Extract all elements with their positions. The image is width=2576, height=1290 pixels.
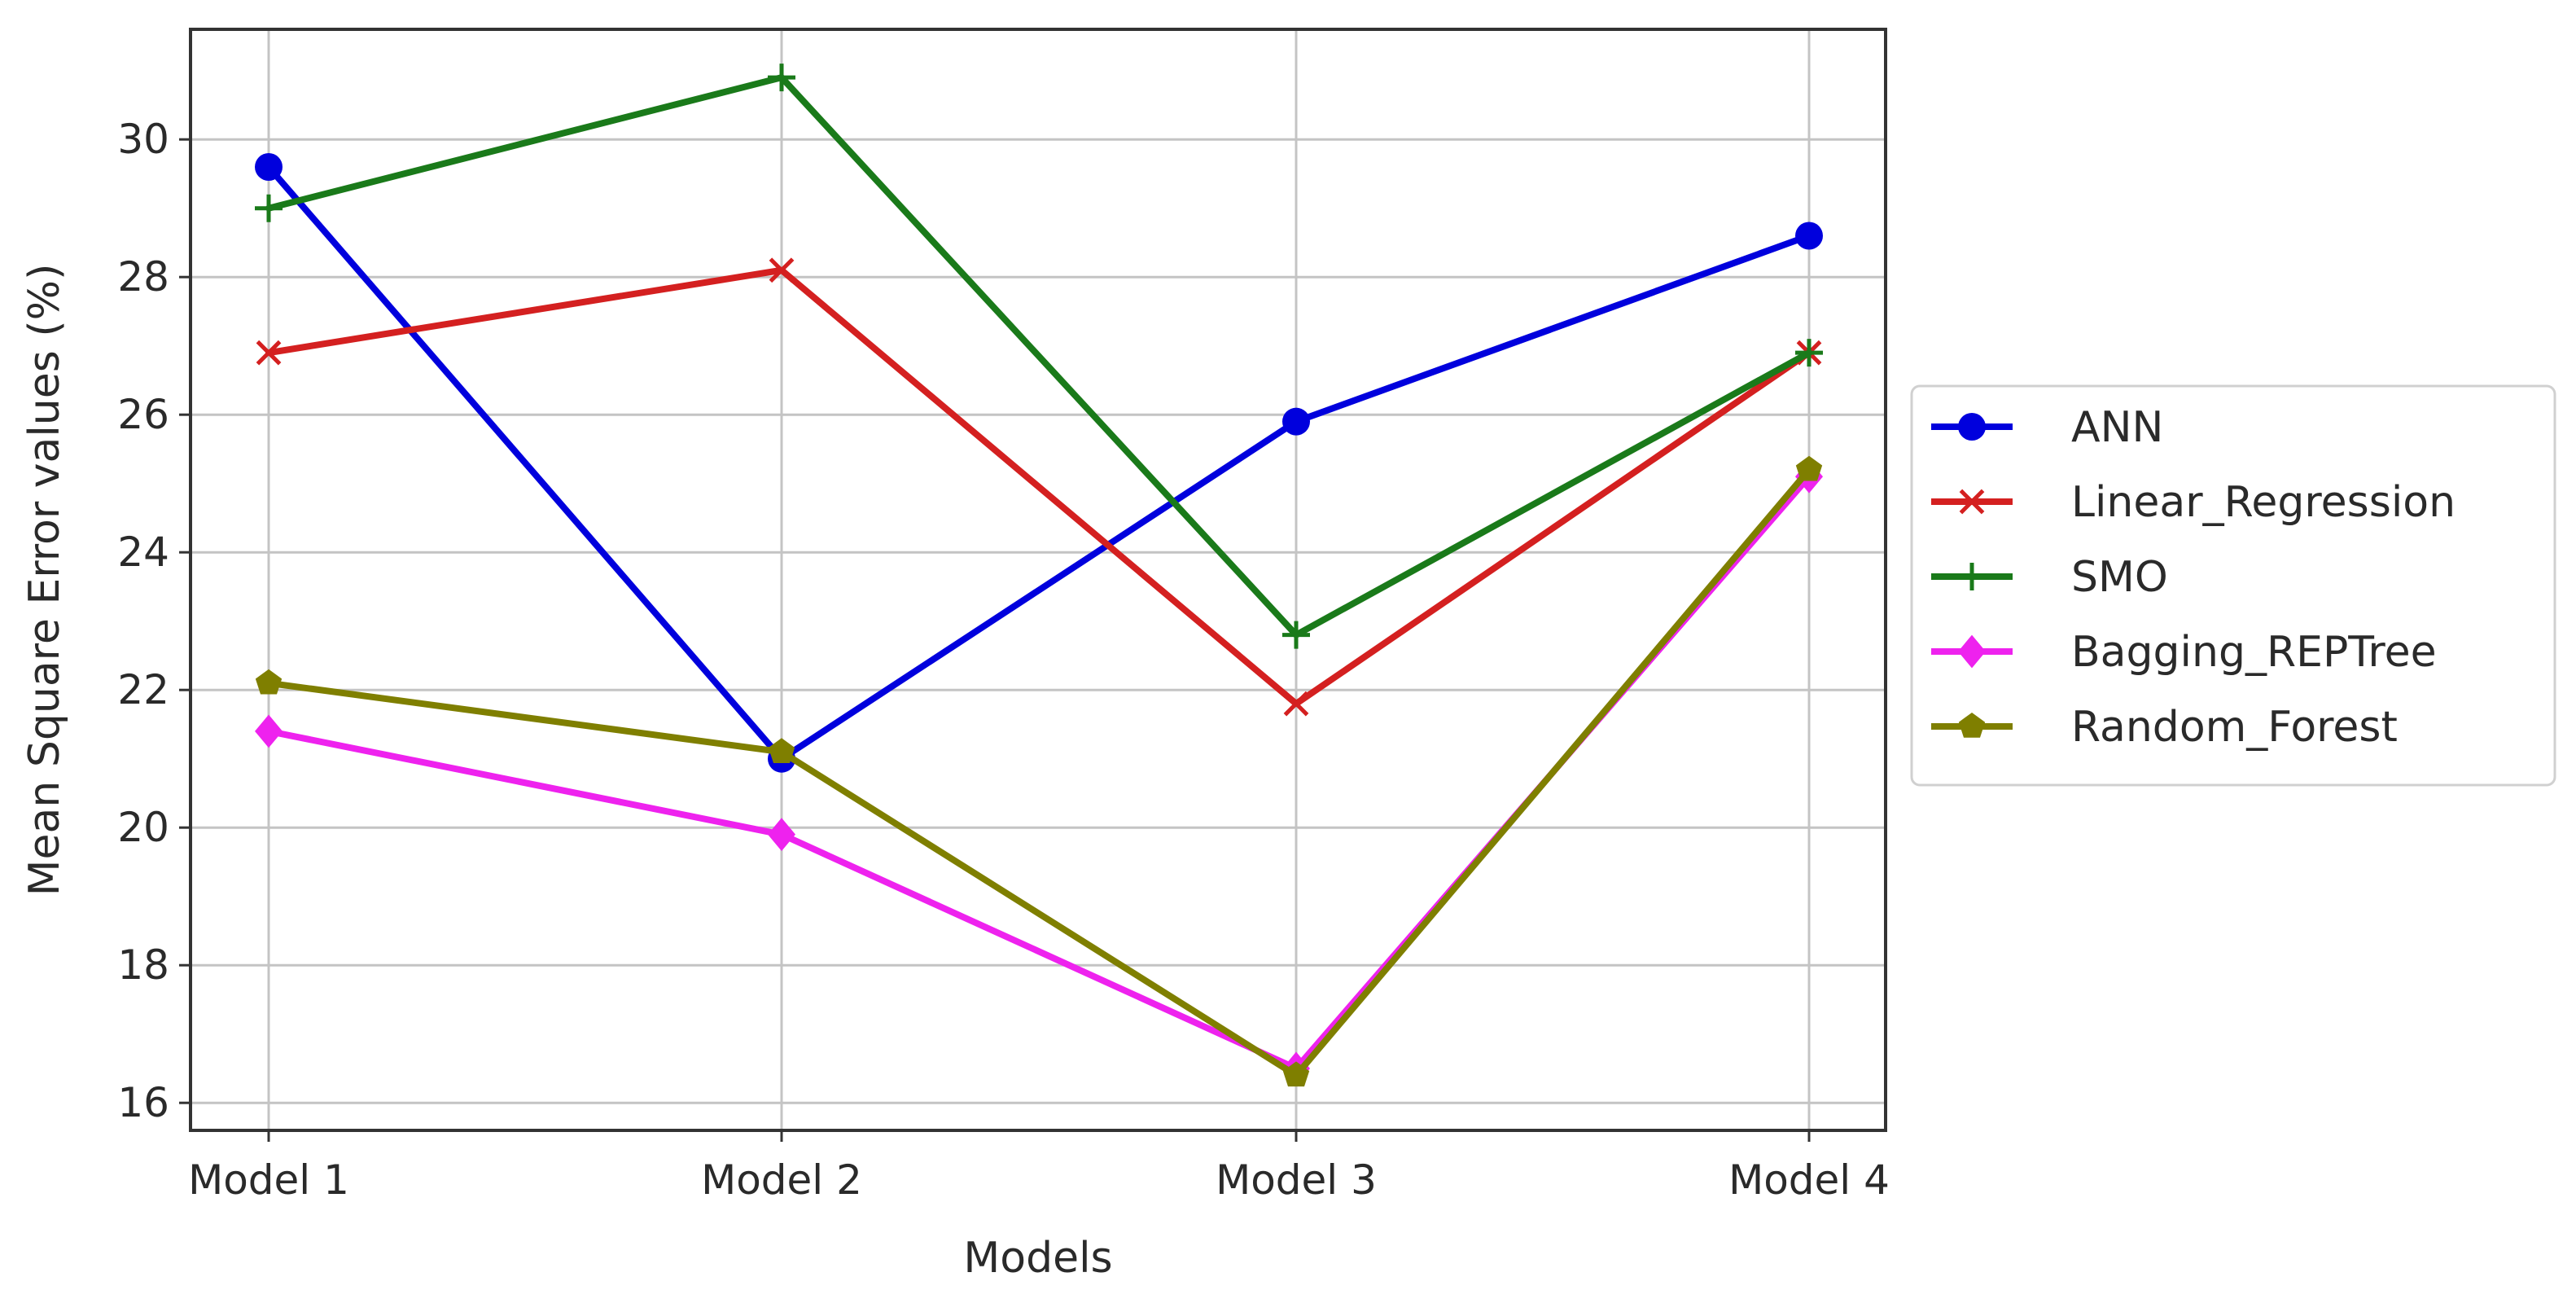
series-ann bbox=[255, 153, 1823, 773]
series-group bbox=[255, 64, 1823, 1087]
axis-ticks: 16 18 20 22 24 26 28 30 Model 1 Model 2 Model 3 Mod… bbox=[117, 116, 1890, 1204]
y-axis-title: Mean Square Error values (%) bbox=[20, 264, 69, 897]
legend-item: Linear_Regression bbox=[1931, 478, 2456, 527]
data-point-pentagon bbox=[1958, 713, 1986, 738]
data-point-plus bbox=[1795, 339, 1823, 367]
y-tick-label: 22 bbox=[117, 666, 169, 713]
data-point-x bbox=[1283, 691, 1309, 717]
legend-label: ANN bbox=[2071, 403, 2163, 452]
data-point-pentagon bbox=[1282, 1061, 1310, 1087]
y-tick-label: 26 bbox=[117, 391, 169, 438]
legend-item: Bagging_REPTree bbox=[1931, 628, 2437, 677]
legend-label: Bagging_REPTree bbox=[2071, 628, 2437, 677]
legend-item: ANN bbox=[1931, 403, 2163, 452]
y-tick-label: 30 bbox=[117, 116, 169, 163]
legend-item: Random_Forest bbox=[1931, 703, 2398, 752]
legend-item: SMO bbox=[1931, 553, 2168, 602]
series-line bbox=[265, 466, 1812, 1079]
x-tick-label: Model 3 bbox=[1216, 1156, 1377, 1204]
data-point-pentagon bbox=[768, 738, 795, 764]
y-tick-label: 16 bbox=[117, 1079, 169, 1126]
data-point-pentagon bbox=[255, 669, 283, 695]
data-point-x bbox=[256, 340, 282, 366]
data-point-plus bbox=[768, 64, 795, 92]
grid bbox=[191, 29, 1886, 1130]
y-tick-label: 18 bbox=[117, 941, 169, 989]
data-point-diamond bbox=[255, 714, 283, 748]
legend-label: Random_Forest bbox=[2071, 703, 2398, 752]
data-point-diamond bbox=[1958, 634, 1986, 669]
data-point-x bbox=[769, 257, 795, 283]
data-point-diamond bbox=[768, 818, 795, 852]
series-linear-regression bbox=[256, 257, 1822, 717]
legend: ANN Linear_Regression SMO Bagging_REPTree Ra… bbox=[1910, 384, 2556, 787]
legend-box bbox=[1910, 384, 2556, 787]
data-point-circle bbox=[1958, 413, 1986, 441]
data-point-x bbox=[1959, 489, 1985, 515]
series-line bbox=[265, 164, 1812, 762]
x-tick-label: Model 1 bbox=[188, 1156, 349, 1204]
data-point-plus bbox=[1282, 621, 1310, 649]
y-tick-label: 28 bbox=[117, 253, 169, 301]
data-point-circle bbox=[1282, 407, 1310, 436]
y-tick-label: 20 bbox=[117, 804, 169, 851]
data-point-plus bbox=[1958, 563, 1986, 590]
series-smo bbox=[255, 64, 1823, 649]
series-random-forest bbox=[255, 455, 1823, 1087]
data-point-circle bbox=[1795, 222, 1823, 250]
x-axis-title: Models bbox=[963, 1234, 1112, 1283]
y-tick-label: 24 bbox=[117, 529, 169, 576]
series-line bbox=[265, 473, 1812, 1072]
legend-label: Linear_Regression bbox=[2071, 478, 2456, 527]
series-line bbox=[265, 74, 1812, 638]
legend-label: SMO bbox=[2071, 553, 2168, 602]
series-line bbox=[265, 266, 1812, 708]
data-point-pentagon bbox=[1795, 455, 1823, 481]
x-tick-label: Model 4 bbox=[1728, 1156, 1890, 1204]
data-point-circle bbox=[255, 153, 283, 181]
x-tick-label: Model 2 bbox=[701, 1156, 862, 1204]
plot-frame bbox=[189, 28, 1887, 1132]
series-bagging-reptree bbox=[255, 459, 1823, 1086]
data-point-plus bbox=[255, 194, 283, 222]
